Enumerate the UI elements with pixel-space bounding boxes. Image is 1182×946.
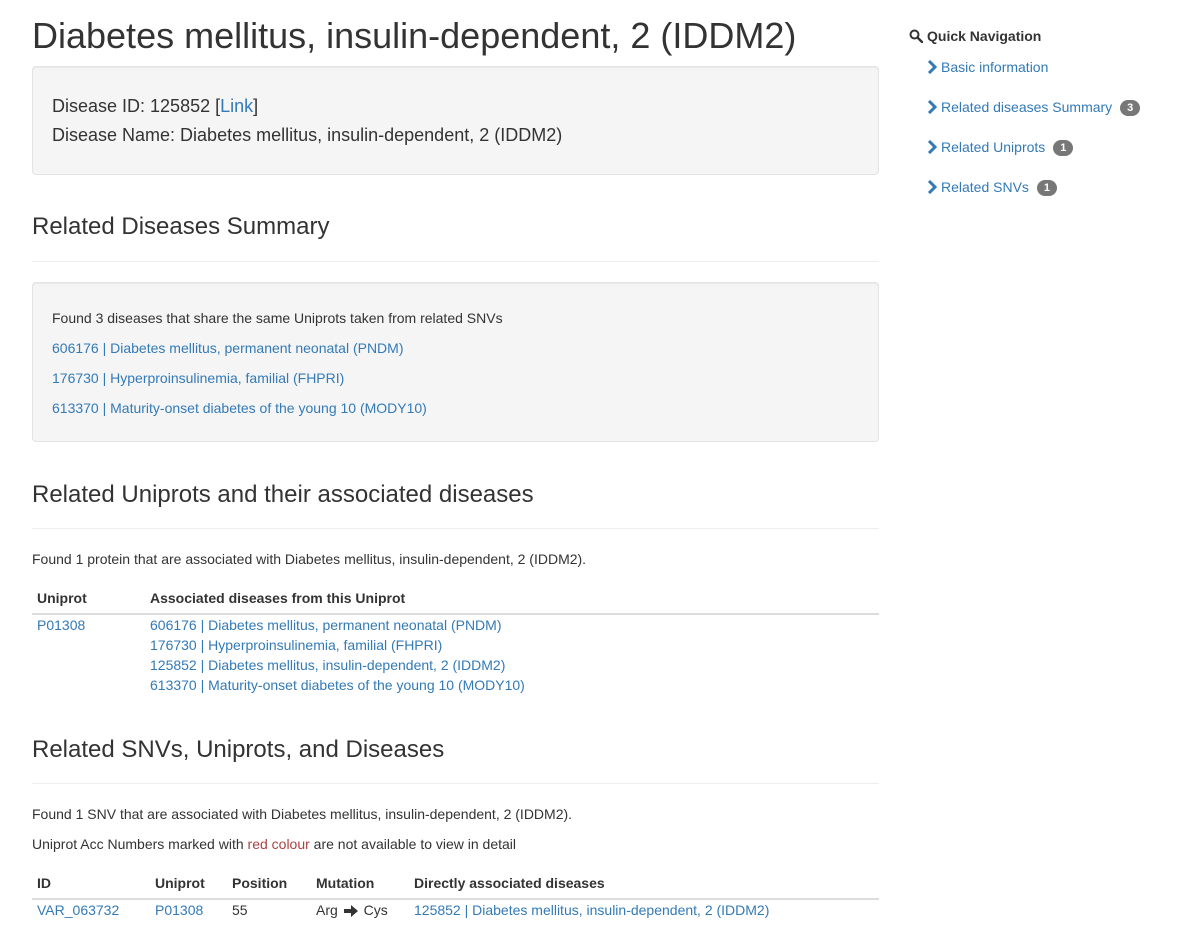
associated-disease-link[interactable]: 613370 | Maturity-onset diabetes of the … (150, 677, 525, 693)
section-divider (32, 783, 879, 784)
disease-id-label: Disease ID: 125852 [ (52, 96, 221, 116)
nav-item-related-snvs[interactable]: Related SNVs 1 (927, 177, 1169, 217)
mutation-from: Arg (316, 902, 338, 918)
position-value: 55 (232, 902, 248, 918)
count-badge: 1 (1053, 140, 1074, 156)
disease-link-close: ] (253, 96, 259, 116)
snv-id-link[interactable]: VAR_063732 (37, 902, 120, 918)
chevron-right-icon (927, 137, 937, 157)
note-red-text: red colour (247, 836, 310, 852)
disease-name-line: Disease Name: Diabetes mellitus, insulin… (52, 125, 563, 145)
related-disease-link[interactable]: 613370 | Maturity-onset diabetes of the … (52, 400, 427, 416)
count-badge: 1 (1036, 180, 1057, 196)
search-icon (909, 29, 923, 43)
related-diseases-header: Related Diseases Summary (32, 213, 330, 240)
related-snvs-table: ID Uniprot Position Mutation Directly as… (32, 868, 879, 920)
column-header-directly-associated-diseases: Directly associated diseases (409, 868, 879, 900)
table-row: P01308 606176 | Diabetes mellitus, perma… (32, 614, 879, 695)
directly-associated-disease-link[interactable]: 125852 | Diabetes mellitus, insulin-depe… (414, 902, 770, 918)
table-row: VAR_063732 P01308 55 Arg Cys 125852 | Di… (32, 899, 879, 920)
associated-disease-link[interactable]: 606176 | Diabetes mellitus, permanent ne… (150, 617, 502, 633)
column-header-associated-diseases: Associated diseases from this Uniprot (145, 583, 879, 615)
associated-disease-link[interactable]: 125852 | Diabetes mellitus, insulin-depe… (150, 657, 506, 673)
quick-navigation-list: Basic information Related diseases Summa… (909, 57, 1169, 217)
nav-link-related-uniprots[interactable]: Related Uniprots (941, 139, 1046, 155)
uniprot-link[interactable]: P01308 (155, 902, 204, 918)
mutation-to: Cys (363, 902, 388, 918)
related-uniprots-table: Uniprot Associated diseases from this Un… (32, 583, 879, 695)
related-snvs-header: Related SNVs, Uniprots, and Diseases (32, 736, 445, 763)
quick-navigation-sidebar: Quick Navigation Basic information Relat… (909, 0, 1169, 217)
nav-item-related-uniprots[interactable]: Related Uniprots 1 (927, 137, 1169, 177)
chevron-right-icon (927, 97, 937, 117)
nav-item-basic-information[interactable]: Basic information (927, 57, 1169, 97)
section-divider (32, 261, 879, 262)
nav-link-related-diseases-summary[interactable]: Related diseases Summary (941, 99, 1113, 115)
red-colour-note: Uniprot Acc Numbers marked with red colo… (32, 834, 879, 854)
quick-navigation-label: Quick Navigation (927, 28, 1042, 44)
page-title: Diabetes mellitus, insulin-dependent, 2 … (32, 15, 797, 56)
column-header-uniprot: Uniprot (150, 868, 227, 900)
disease-link[interactable]: Link (220, 96, 254, 116)
nav-link-related-snvs[interactable]: Related SNVs (941, 179, 1029, 195)
arrow-right-icon (343, 905, 358, 918)
note-suffix: are not available to view in detail (309, 836, 517, 852)
main-content: Diabetes mellitus, insulin-dependent, 2 … (32, 0, 879, 920)
nav-item-related-diseases-summary[interactable]: Related diseases Summary 3 (927, 97, 1169, 137)
chevron-right-icon (927, 57, 937, 77)
uniprot-link[interactable]: P01308 (37, 617, 86, 633)
chevron-right-icon (927, 177, 937, 197)
related-disease-link[interactable]: 176730 | Hyperproinsulinemia, familial (… (52, 370, 345, 386)
count-badge: 3 (1120, 100, 1141, 116)
associated-disease-link[interactable]: 176730 | Hyperproinsulinemia, familial (… (150, 637, 443, 653)
column-header-mutation: Mutation (311, 868, 409, 900)
basic-info-well: Disease ID: 125852 [Link] Disease Name: … (32, 66, 879, 175)
note-prefix: Uniprot Acc Numbers marked with (32, 836, 248, 852)
related-uniprots-found-text: Found 1 protein that are associated with… (32, 551, 587, 567)
mutation-cell: Arg Cys (311, 899, 409, 920)
related-disease-link[interactable]: 606176 | Diabetes mellitus, permanent ne… (52, 340, 404, 356)
related-uniprots-header: Related Uniprots and their associated di… (32, 481, 534, 508)
related-snvs-found-text: Found 1 SNV that are associated with Dia… (32, 806, 573, 822)
quick-navigation-title: Quick Navigation (909, 26, 1169, 46)
column-header-position: Position (227, 868, 311, 900)
related-diseases-found-text: Found 3 diseases that share the same Uni… (52, 310, 503, 326)
section-divider (32, 528, 879, 529)
nav-link-basic-information[interactable]: Basic information (941, 59, 1049, 75)
column-header-id: ID (32, 868, 150, 900)
disease-id-line: Disease ID: 125852 [Link] (52, 92, 859, 121)
column-header-uniprot: Uniprot (32, 583, 145, 615)
related-diseases-well: Found 3 diseases that share the same Uni… (32, 282, 879, 442)
